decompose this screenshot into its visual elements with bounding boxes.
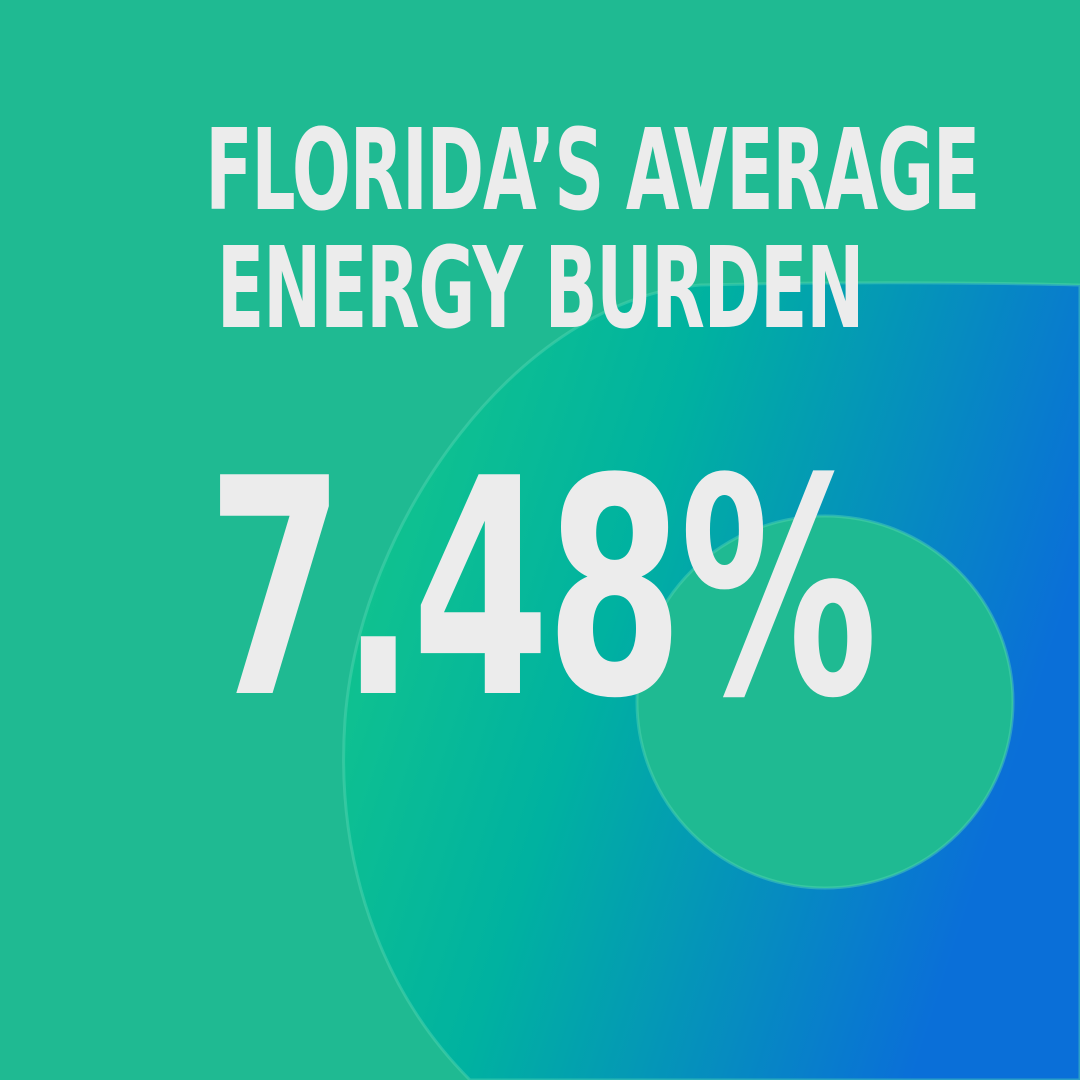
energy-burden-stat: 7.48% bbox=[0, 440, 1080, 740]
headline-line-1: FLORIDA’S AVERAGE bbox=[205, 106, 980, 236]
stat-value: 7.48% bbox=[206, 415, 877, 764]
headline: FLORIDA’S AVERAGE ENERGY BURDEN bbox=[0, 112, 1080, 348]
headline-line-2: ENERGY BURDEN bbox=[216, 224, 864, 354]
inner-swirl-loop bbox=[635, 514, 1015, 890]
